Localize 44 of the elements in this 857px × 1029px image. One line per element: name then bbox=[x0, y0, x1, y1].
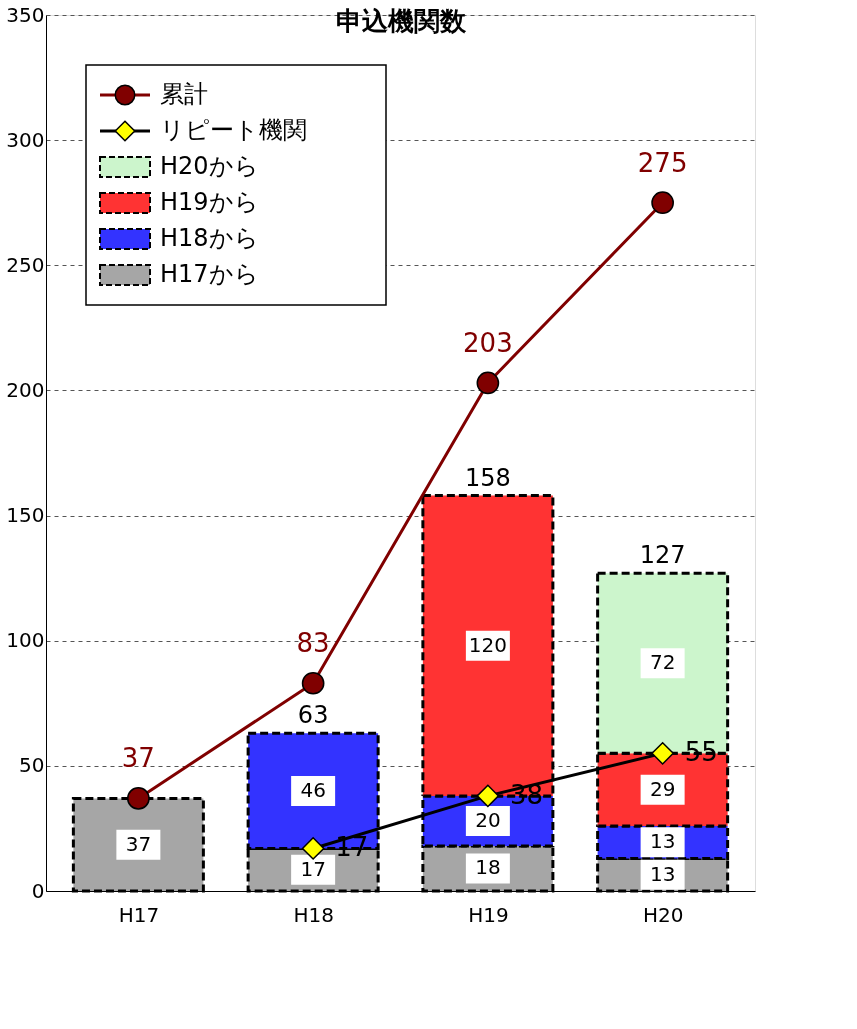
legend-label: H17から bbox=[160, 260, 259, 288]
legend-label: H20から bbox=[160, 152, 259, 180]
data-label: 13 bbox=[649, 829, 676, 854]
total-label: 63 bbox=[297, 701, 329, 730]
y-tick-label: 250 bbox=[6, 252, 45, 277]
data-label: 13 bbox=[649, 861, 676, 886]
y-tick-label: 350 bbox=[6, 2, 45, 27]
y-tick-label: 50 bbox=[19, 753, 45, 778]
data-label: 55 bbox=[684, 737, 718, 768]
point bbox=[651, 191, 674, 215]
y-tick-label: 150 bbox=[6, 503, 45, 528]
data-label: 37 bbox=[125, 831, 152, 856]
legend-label: H19から bbox=[160, 188, 259, 216]
point bbox=[127, 787, 150, 810]
x-tick-label: H17 bbox=[118, 902, 160, 927]
y-tick-label: 0 bbox=[31, 878, 45, 903]
data-label: 46 bbox=[300, 777, 326, 802]
data-label: 120 bbox=[468, 632, 507, 657]
data-label: 18 bbox=[475, 855, 501, 880]
point bbox=[651, 741, 674, 765]
data-label: 20 bbox=[475, 807, 501, 832]
point bbox=[476, 784, 500, 808]
data-label: 83 bbox=[296, 628, 330, 659]
data-label: 72 bbox=[649, 650, 676, 675]
data-label: 37 bbox=[121, 743, 155, 774]
point bbox=[476, 371, 500, 395]
legend-label: 累計 bbox=[160, 80, 208, 108]
y-tick-label: 200 bbox=[6, 377, 45, 402]
x-tick-label: H20 bbox=[642, 902, 684, 927]
x-tick-label: H18 bbox=[293, 902, 334, 927]
y-tick-label: 300 bbox=[6, 127, 45, 152]
point bbox=[301, 837, 325, 860]
chart-title: 申込機関数 bbox=[335, 6, 467, 36]
total-label: 158 bbox=[464, 463, 511, 492]
data-label: 29 bbox=[649, 776, 676, 801]
total-label: 127 bbox=[639, 541, 686, 570]
y-tick-label: 100 bbox=[6, 628, 45, 653]
data-label: 17 bbox=[300, 856, 326, 881]
data-label: 203 bbox=[463, 327, 513, 358]
data-label: 275 bbox=[637, 147, 688, 178]
point bbox=[301, 671, 325, 695]
x-tick-label: H19 bbox=[468, 902, 509, 927]
legend-label: リピート機関 bbox=[160, 116, 307, 144]
legend-label: H18から bbox=[160, 224, 259, 252]
